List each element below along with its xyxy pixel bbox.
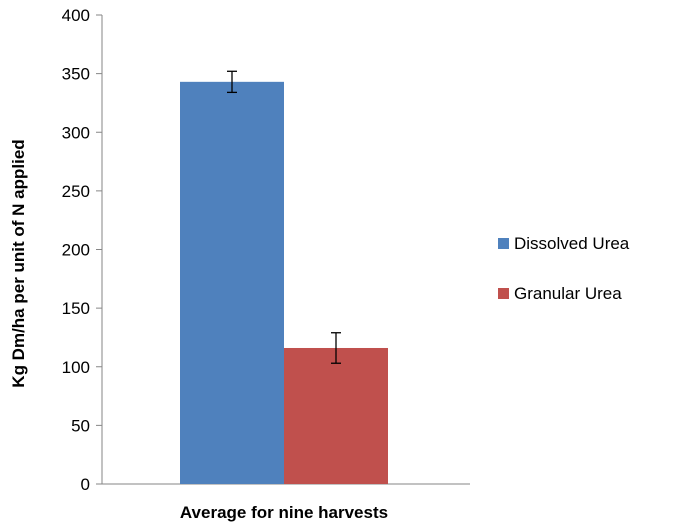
error-bar-dissolved-urea — [227, 70, 237, 94]
legend-swatch-granular-urea — [498, 288, 509, 299]
error-bar-granular-urea — [331, 332, 341, 364]
bars — [180, 81, 388, 485]
y-tick-label: 300 — [62, 123, 90, 142]
y-tick-label: 250 — [62, 182, 90, 201]
y-axis-ticks: 0 50 100 150 200 250 300 350 400 — [62, 6, 102, 494]
error-bars — [227, 70, 341, 364]
bar-dissolved-urea — [180, 81, 284, 485]
legend-label-dissolved-urea: Dissolved Urea — [514, 234, 630, 253]
y-tick-label: 50 — [71, 416, 90, 435]
legend: Dissolved Urea Granular Urea — [498, 234, 630, 303]
y-tick-label: 200 — [62, 241, 90, 260]
y-axis-label: Kg Dm/ha per unit of N applied — [9, 139, 28, 387]
y-tick-label: 400 — [62, 6, 90, 25]
x-category-label: Average for nine harvests — [180, 503, 388, 522]
y-tick-label: 350 — [62, 65, 90, 84]
bar-granular-urea — [284, 347, 388, 484]
legend-label-granular-urea: Granular Urea — [514, 284, 622, 303]
y-tick-label: 0 — [81, 475, 90, 494]
y-tick-label: 100 — [62, 358, 90, 377]
legend-swatch-dissolved-urea — [498, 238, 509, 249]
y-tick-label: 150 — [62, 299, 90, 318]
